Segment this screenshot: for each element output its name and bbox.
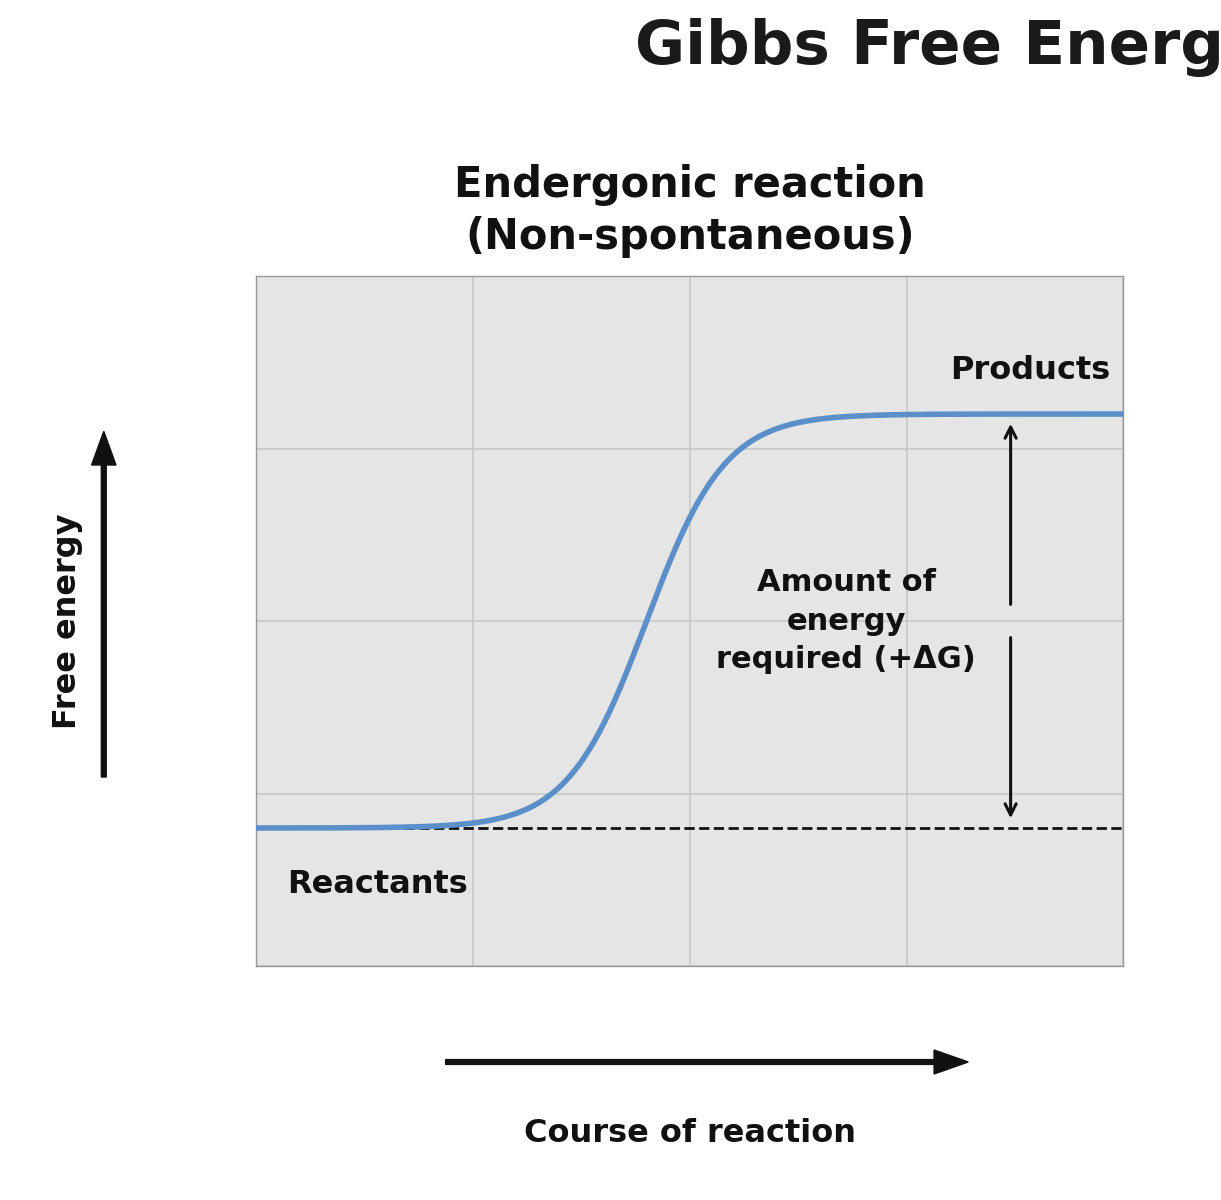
Text: Endergonic reaction
(Non-spontaneous): Endergonic reaction (Non-spontaneous) [454,164,926,258]
Text: Course of reaction: Course of reaction [524,1118,856,1150]
Text: Free energy: Free energy [51,514,83,728]
Text: Products: Products [950,355,1110,386]
Text: Amount of
energy
required (+ΔG): Amount of energy required (+ΔG) [717,569,976,673]
Text: Reactants: Reactants [287,869,468,900]
Text: Gibbs Free Energy: Gibbs Free Energy [635,18,1221,77]
